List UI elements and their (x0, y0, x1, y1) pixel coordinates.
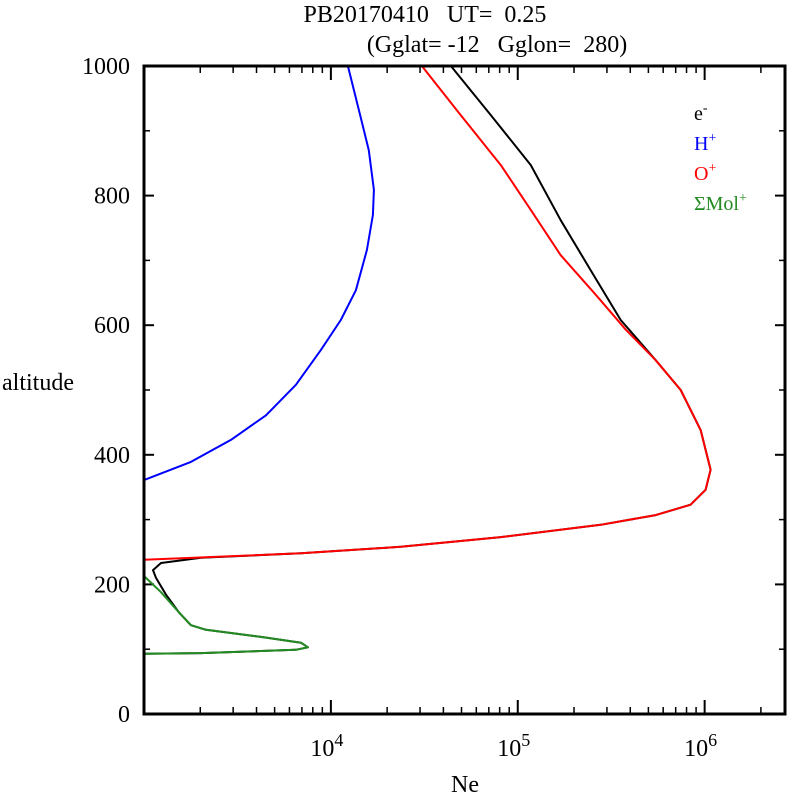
y-axis-label: altitude (2, 370, 74, 396)
y-tick-label: 0 (118, 702, 130, 728)
x-tick-label: 104 (310, 730, 343, 762)
series-line-h (143, 65, 375, 482)
series-line-e (143, 65, 712, 655)
legend-entry: e- (694, 101, 708, 125)
x-axis-label: Ne (451, 772, 479, 795)
legend-entry: ΣMol+ (694, 191, 747, 215)
series-line-mol (143, 575, 309, 655)
y-tick-label: 1000 (82, 54, 130, 80)
legend-entry: O+ (694, 161, 716, 185)
y-tick-label: 200 (94, 572, 130, 598)
x-tick-label: 105 (497, 730, 530, 762)
x-tick-label: 106 (684, 730, 717, 762)
legend-entry: H+ (694, 131, 716, 155)
y-tick-label: 600 (94, 313, 130, 339)
chart-title: PB20170410 UT= 0.25 (304, 2, 547, 28)
chart-subtitle: (Gglat= -12 Gglon= 280) (367, 32, 627, 58)
y-tick-label: 400 (94, 443, 130, 469)
y-tick-label: 800 (94, 184, 130, 210)
plot-frame (142, 64, 787, 716)
series-line-o (143, 65, 712, 561)
